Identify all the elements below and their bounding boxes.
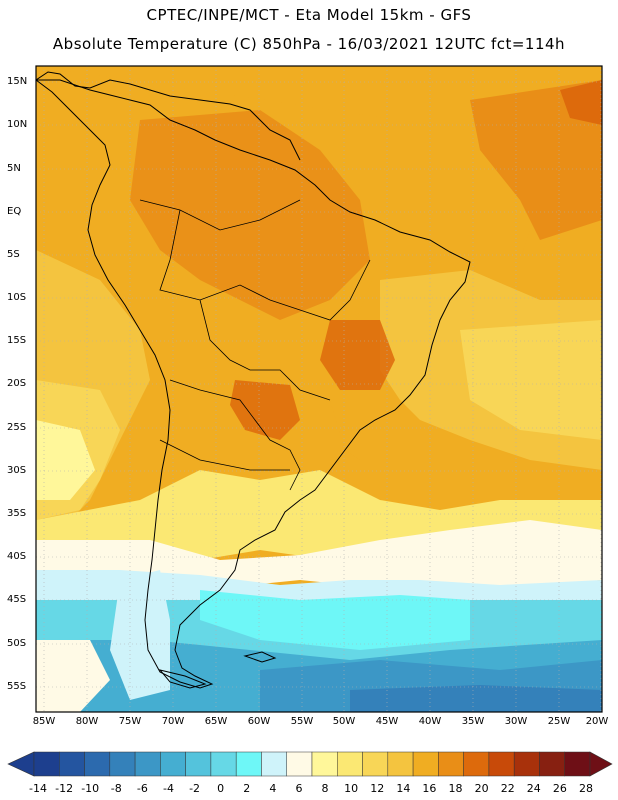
colorbar-swatch: [235, 751, 262, 777]
colorbar-swatch: [134, 751, 161, 777]
lat-tick-label: 40S: [7, 551, 27, 562]
field-southern-minus8c: [350, 685, 602, 712]
lat-tick-label: 55S: [7, 681, 27, 692]
falklands: [243, 651, 277, 663]
lat-tick-label: 10N: [7, 119, 28, 130]
field-patagonia-6c: [110, 570, 170, 700]
field-brazil-20c: [320, 320, 395, 390]
field-pacific-10c: [36, 420, 95, 500]
colorbar-swatch: [59, 751, 85, 777]
coastline-central-america: [36, 71, 301, 161]
colorbar-tick-label: 22: [500, 782, 515, 795]
lat-tick-label: 25S: [7, 422, 27, 433]
colorbar-tick-label: 10: [344, 782, 359, 795]
lat-tick-label: 5S: [7, 249, 20, 260]
colorbar-swatch: [109, 751, 136, 777]
colorbar-tick-label: 24: [526, 782, 541, 795]
colorbar-tick-label: 26: [552, 782, 567, 795]
map-title-line-1: CPTEC/INPE/MCT - Eta Model 15km - GFS: [146, 6, 472, 24]
colorbar-max-arrow: [589, 751, 613, 777]
colorbar-tick-label: 20: [474, 782, 489, 795]
field-atlantic-12c: [460, 320, 602, 440]
colorbar-swatch: [412, 751, 439, 777]
colorbar-swatch: [210, 751, 237, 777]
field-ne-18c: [470, 80, 602, 240]
colorbar-tick-label: 4: [269, 782, 277, 795]
colorbar-swatch: [488, 751, 515, 777]
colorbar-swatch: [387, 751, 414, 777]
lat-tick-label: 35S: [7, 508, 27, 519]
lat-tick-label: 20S: [7, 378, 27, 389]
lon-tick-label: 35W: [461, 716, 485, 727]
colorbar-tick-label: 0: [217, 782, 225, 795]
colorbar-tick-label: -4: [162, 782, 174, 795]
colorbar-swatch: [286, 751, 313, 777]
field-ne-20c: [560, 80, 602, 125]
coastlines: [36, 71, 471, 689]
lat-tick-label: 50S: [7, 638, 27, 649]
lat-tick-label: 45S: [7, 594, 27, 605]
colorbar-tick-label: 18: [448, 782, 463, 795]
field-southern-2c: [200, 590, 470, 650]
colorbar-tick-label: 28: [579, 782, 593, 795]
colorbar-tick-label: -14: [29, 782, 47, 795]
plot-frame: [35, 65, 603, 713]
map-title-line-2: Absolute Temperature (C) 850hPa - 16/03/…: [52, 35, 566, 53]
colorbar-swatch: [438, 751, 464, 777]
colorbar: [7, 751, 613, 777]
lon-tick-label: 20W: [585, 716, 609, 727]
lon-tick-label: 70W: [161, 716, 185, 727]
lat-tick-label: 10S: [7, 292, 27, 303]
colorbar-tick-label: 2: [243, 782, 251, 795]
lon-tick-label: 45W: [375, 716, 399, 727]
colorbar-min-arrow: [7, 751, 35, 777]
field-subtropical-8c: [36, 520, 602, 590]
lon-tick-label: 80W: [75, 716, 99, 727]
colorbar-tick-label: -8: [110, 782, 122, 795]
colorbar-swatch: [261, 751, 287, 777]
lat-tick-label: 15S: [7, 335, 27, 346]
lon-tick-label: 75W: [118, 716, 142, 727]
coastline-south-america: [36, 79, 471, 689]
tierra-del-fuego: [158, 669, 207, 689]
colorbar-tick-label: 8: [321, 782, 329, 795]
lon-tick-label: 55W: [290, 716, 314, 727]
colorbar-swatch: [564, 751, 591, 777]
borders: [139, 199, 371, 491]
lon-tick-label: 65W: [204, 716, 228, 727]
lon-tick-label: 25W: [547, 716, 571, 727]
lat-tick-label: 30S: [7, 465, 27, 476]
lon-tick-label: 85W: [32, 716, 56, 727]
field-amazon-18c: [130, 110, 370, 320]
lat-tick-label: EQ: [7, 206, 22, 217]
lon-tick-label: 30W: [504, 716, 528, 727]
colorbar-swatch: [160, 751, 186, 777]
field-pacific-south-8c: [36, 640, 110, 712]
colorbar-tick-label: 6: [295, 782, 303, 795]
colorbar-swatch: [513, 751, 540, 777]
colorbar-tick-label: 14: [396, 782, 411, 795]
colorbar-swatch: [337, 751, 363, 777]
colorbar-swatch: [539, 751, 565, 777]
colorbar-tick-label: 12: [370, 782, 385, 795]
colorbar-swatch: [84, 751, 111, 777]
colorbar-swatch: [185, 751, 212, 777]
colorbar-tick-label: 16: [422, 782, 437, 795]
field-paraguay-20c: [230, 380, 300, 440]
lat-tick-label: 5N: [7, 163, 21, 174]
colorbar-tick-label: -2: [189, 782, 201, 795]
colorbar-swatch: [463, 751, 490, 777]
colorbar-tick-label: -10: [81, 782, 100, 795]
colorbar-tick-label: -12: [55, 782, 74, 795]
lon-tick-label: 50W: [332, 716, 356, 727]
temperature-field: [36, 66, 602, 712]
lon-tick-label: 40W: [418, 716, 442, 727]
lat-tick-label: 15N: [7, 76, 28, 87]
colorbar-swatch: [362, 751, 389, 777]
colorbar-swatch: [311, 751, 338, 777]
colorbar-tick-label: -6: [136, 782, 148, 795]
colorbar-swatch: [33, 751, 60, 777]
lon-tick-label: 60W: [247, 716, 271, 727]
